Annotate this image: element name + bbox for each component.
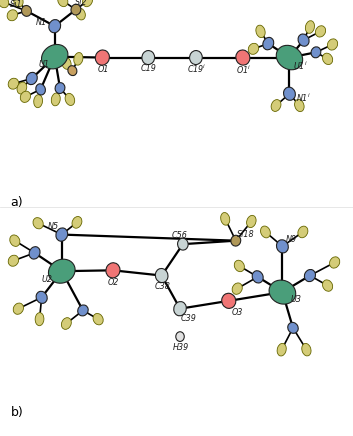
Ellipse shape bbox=[155, 269, 168, 283]
Ellipse shape bbox=[311, 47, 321, 58]
Ellipse shape bbox=[36, 84, 46, 95]
Ellipse shape bbox=[305, 20, 315, 34]
Ellipse shape bbox=[261, 226, 270, 238]
Ellipse shape bbox=[35, 313, 44, 326]
Ellipse shape bbox=[234, 260, 244, 272]
Ellipse shape bbox=[0, 0, 9, 8]
Ellipse shape bbox=[72, 217, 82, 228]
Ellipse shape bbox=[283, 87, 295, 100]
Ellipse shape bbox=[174, 302, 186, 316]
Ellipse shape bbox=[49, 20, 61, 33]
Ellipse shape bbox=[42, 44, 68, 69]
Text: C56: C56 bbox=[172, 231, 187, 240]
Ellipse shape bbox=[323, 280, 333, 291]
Ellipse shape bbox=[256, 25, 265, 37]
Text: N9: N9 bbox=[286, 235, 297, 244]
Ellipse shape bbox=[330, 257, 340, 268]
Ellipse shape bbox=[316, 26, 325, 37]
Ellipse shape bbox=[276, 45, 303, 70]
Ellipse shape bbox=[106, 263, 120, 278]
Ellipse shape bbox=[294, 99, 304, 112]
Ellipse shape bbox=[288, 322, 298, 334]
Ellipse shape bbox=[271, 99, 281, 112]
Ellipse shape bbox=[76, 8, 85, 20]
Ellipse shape bbox=[252, 271, 263, 283]
Text: C19: C19 bbox=[141, 65, 157, 73]
Ellipse shape bbox=[93, 313, 103, 325]
Ellipse shape bbox=[33, 218, 43, 229]
Ellipse shape bbox=[83, 0, 92, 7]
Ellipse shape bbox=[8, 255, 19, 266]
Text: b): b) bbox=[11, 405, 23, 419]
Ellipse shape bbox=[95, 50, 109, 65]
Text: N5: N5 bbox=[47, 222, 59, 231]
Text: O3: O3 bbox=[232, 308, 243, 317]
Ellipse shape bbox=[78, 305, 88, 316]
Ellipse shape bbox=[22, 6, 31, 16]
Text: U3: U3 bbox=[291, 296, 302, 304]
Text: Si1: Si1 bbox=[10, 0, 22, 9]
Text: U2: U2 bbox=[41, 275, 53, 283]
Ellipse shape bbox=[263, 37, 274, 50]
Ellipse shape bbox=[142, 51, 155, 65]
Ellipse shape bbox=[8, 78, 19, 89]
Ellipse shape bbox=[56, 228, 68, 241]
Ellipse shape bbox=[20, 91, 31, 102]
Ellipse shape bbox=[247, 215, 256, 228]
Ellipse shape bbox=[232, 283, 242, 294]
Ellipse shape bbox=[10, 235, 20, 246]
Ellipse shape bbox=[190, 51, 202, 65]
Ellipse shape bbox=[13, 303, 24, 314]
Ellipse shape bbox=[276, 240, 288, 253]
Ellipse shape bbox=[327, 39, 338, 50]
Ellipse shape bbox=[304, 269, 316, 282]
Ellipse shape bbox=[68, 66, 77, 75]
Ellipse shape bbox=[236, 50, 250, 65]
Ellipse shape bbox=[61, 318, 71, 329]
Ellipse shape bbox=[302, 344, 311, 356]
Ellipse shape bbox=[231, 235, 241, 246]
Ellipse shape bbox=[58, 0, 68, 7]
Ellipse shape bbox=[7, 10, 18, 21]
Ellipse shape bbox=[71, 4, 81, 15]
Ellipse shape bbox=[36, 291, 47, 303]
Text: U1$^i$: U1$^i$ bbox=[293, 59, 308, 72]
Text: Si2: Si2 bbox=[74, 0, 87, 7]
Ellipse shape bbox=[34, 95, 42, 108]
Ellipse shape bbox=[176, 332, 184, 341]
Text: C38: C38 bbox=[155, 283, 170, 291]
Ellipse shape bbox=[55, 83, 65, 93]
Text: Si18: Si18 bbox=[237, 230, 255, 238]
Text: H39: H39 bbox=[173, 343, 189, 352]
Ellipse shape bbox=[51, 93, 60, 106]
Text: N1: N1 bbox=[36, 18, 47, 27]
Text: N1$^i$: N1$^i$ bbox=[295, 92, 310, 104]
Ellipse shape bbox=[323, 53, 333, 65]
Ellipse shape bbox=[74, 53, 83, 65]
Ellipse shape bbox=[178, 238, 188, 250]
Text: C39: C39 bbox=[181, 314, 197, 323]
Text: O1$^i$: O1$^i$ bbox=[236, 64, 251, 76]
Ellipse shape bbox=[62, 57, 71, 69]
Ellipse shape bbox=[277, 344, 286, 356]
Ellipse shape bbox=[221, 212, 230, 225]
Ellipse shape bbox=[65, 93, 75, 106]
Ellipse shape bbox=[222, 293, 236, 308]
Text: C19$^i$: C19$^i$ bbox=[187, 63, 206, 75]
Ellipse shape bbox=[26, 72, 37, 85]
Text: U1: U1 bbox=[38, 60, 50, 69]
Text: O1: O1 bbox=[97, 65, 109, 74]
Ellipse shape bbox=[298, 34, 309, 46]
Ellipse shape bbox=[269, 280, 296, 304]
Ellipse shape bbox=[29, 247, 40, 259]
Ellipse shape bbox=[17, 82, 27, 94]
Ellipse shape bbox=[48, 259, 75, 283]
Ellipse shape bbox=[248, 43, 259, 54]
Ellipse shape bbox=[14, 0, 23, 7]
Text: O2: O2 bbox=[108, 278, 119, 287]
Text: a): a) bbox=[11, 196, 23, 209]
Ellipse shape bbox=[298, 226, 308, 238]
